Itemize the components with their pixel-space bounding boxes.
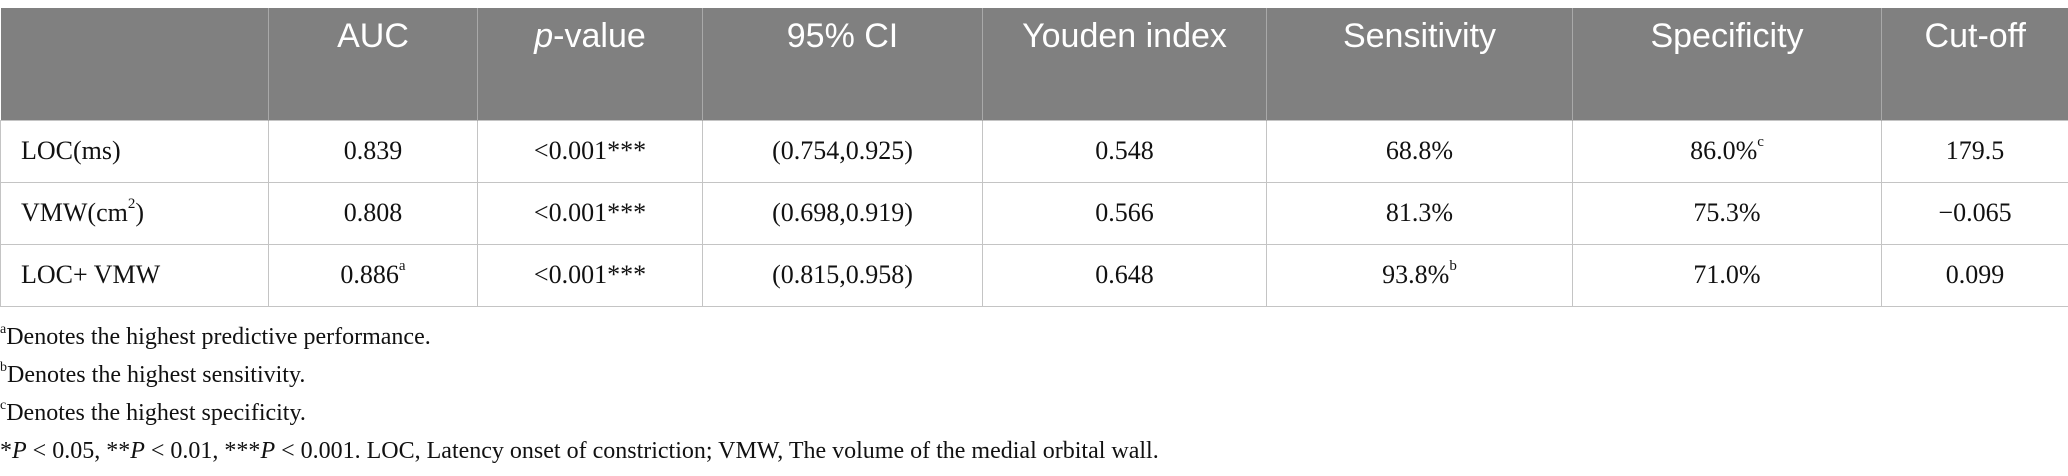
italic-p: P [260, 438, 276, 464]
cell-cutoff: −0.065 [1881, 181, 2068, 245]
row-label-text: VMW(cm [21, 198, 128, 227]
footnote-c: cDenotes the highest specificity. [0, 394, 1159, 432]
header-row: AUC p-value 95% CI Youden index Sensitiv… [0, 8, 2068, 120]
cell-youden: 0.648 [982, 243, 1267, 307]
header-cell-p-value: p-value [477, 8, 703, 120]
table-row-loc: LOC(ms) 0.839 <0.001*** (0.754,0.925) 0.… [0, 119, 2068, 183]
cell-youden: 0.548 [982, 119, 1267, 183]
cell-ci: (0.815,0.958) [702, 243, 983, 307]
italic-p: P [12, 438, 27, 464]
row-label: VMW(cm2) [0, 181, 269, 245]
row-label: LOC(ms) [0, 119, 269, 183]
cell-p-value: <0.001*** [477, 243, 703, 307]
header-p-rest: -value [553, 17, 646, 55]
footnote-marker: b [1449, 258, 1457, 275]
cell-youden: 0.566 [982, 181, 1267, 245]
results-table-container: AUC p-value 95% CI Youden index Sensitiv… [0, 8, 2068, 307]
table-row-loc-vmw: LOC+ VMW 0.886a <0.001*** (0.815,0.958) … [0, 243, 2068, 307]
table-header: AUC p-value 95% CI Youden index Sensitiv… [0, 8, 2068, 120]
footnote-text: Denotes the highest predictive performan… [6, 324, 431, 350]
footnote-text: < 0.01, *** [144, 438, 261, 464]
footnote-mark: c [0, 398, 7, 413]
footnote-lead: * [0, 438, 12, 464]
footnote-a: aDenotes the highest predictive performa… [0, 318, 1159, 356]
cell-auc: 0.839 [268, 119, 478, 183]
cell-value: 86.0% [1690, 136, 1758, 165]
cell-sensitivity: 68.8% [1266, 119, 1573, 183]
cell-value: 0.886 [340, 260, 399, 289]
header-cell-empty [0, 8, 269, 120]
cell-specificity: 71.0% [1572, 243, 1882, 307]
cell-sensitivity: 81.3% [1266, 181, 1573, 245]
footnote-text: Denotes the highest sensitivity. [7, 362, 306, 388]
footnote-marker: a [398, 258, 406, 275]
cell-specificity: 86.0%c [1572, 119, 1882, 183]
header-p-italic: p [534, 17, 554, 55]
roc-results-table: AUC p-value 95% CI Youden index Sensitiv… [0, 8, 2068, 307]
cell-p-value: <0.001*** [477, 181, 703, 245]
italic-p: P [130, 438, 145, 464]
row-label: LOC+ VMW [0, 243, 269, 307]
header-cell-sensitivity: Sensitivity [1266, 8, 1573, 120]
table-footnotes: aDenotes the highest predictive performa… [0, 318, 1159, 470]
table-row-vmw: VMW(cm2) 0.808 <0.001*** (0.698,0.919) 0… [0, 181, 2068, 245]
footnote-text: < 0.05, ** [26, 438, 131, 464]
cell-auc: 0.886a [268, 243, 478, 307]
cell-sensitivity: 93.8%b [1266, 243, 1573, 307]
footnote-text: < 0.001. LOC, Latency onset of constrict… [275, 438, 1159, 464]
row-label-suffix: ) [135, 198, 145, 227]
footnote-mark: a [0, 322, 7, 337]
cell-value: 93.8% [1382, 260, 1450, 289]
footnote-b: bDenotes the highest sensitivity. [0, 356, 1159, 394]
footnote-significance: *P < 0.05, **P < 0.01, ***P < 0.001. LOC… [0, 432, 1159, 470]
cell-cutoff: 0.099 [1881, 243, 2068, 307]
table-body: LOC(ms) 0.839 <0.001*** (0.754,0.925) 0.… [0, 119, 2068, 307]
header-cell-youden: Youden index [982, 8, 1267, 120]
header-cell-auc: AUC [268, 8, 478, 120]
cell-cutoff: 179.5 [1881, 119, 2068, 183]
cell-specificity: 75.3% [1572, 181, 1882, 245]
header-cell-cutoff: Cut-off [1881, 8, 2068, 120]
header-cell-specificity: Specificity [1572, 8, 1882, 120]
cell-auc: 0.808 [268, 181, 478, 245]
footnote-marker: c [1757, 134, 1764, 151]
cell-ci: (0.754,0.925) [702, 119, 983, 183]
header-cell-ci: 95% CI [702, 8, 983, 120]
footnote-mark: b [0, 360, 7, 375]
cell-p-value: <0.001*** [477, 119, 703, 183]
footnote-text: Denotes the highest specificity. [6, 400, 306, 426]
unit-superscript: 2 [127, 196, 136, 213]
cell-ci: (0.698,0.919) [702, 181, 983, 245]
